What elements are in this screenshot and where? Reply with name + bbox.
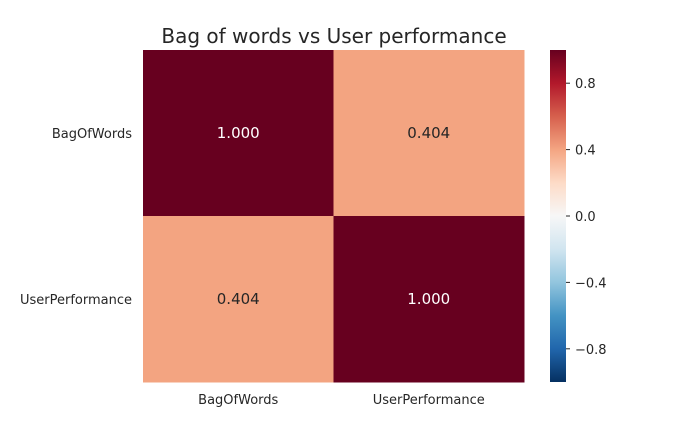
heatmap-cell <box>143 216 334 383</box>
y-tick-labels: BagOfWords UserPerformance <box>20 127 132 308</box>
colorbar-tick-label: 0.8 <box>575 77 596 92</box>
cell-annotation: 1.000 <box>217 124 260 142</box>
x-tick-labels: BagOfWords UserPerformance <box>198 393 485 408</box>
chart-title: Bag of words vs User performance <box>161 24 506 48</box>
colorbar-ticks: −0.8 −0.4 0.0 0.4 0.8 <box>566 77 607 358</box>
colorbar-tick-label: 0.0 <box>575 210 596 225</box>
cell-annotation: 0.404 <box>217 290 260 308</box>
colorbar: −0.8 −0.4 0.0 0.4 0.8 <box>550 50 607 382</box>
heatmap-cell <box>333 50 525 217</box>
colorbar-tick-label: 0.4 <box>575 144 596 159</box>
colorbar-tick-label: −0.4 <box>575 276 607 291</box>
y-tick-label: BagOfWords <box>52 127 132 142</box>
cell-annotation: 0.404 <box>407 124 450 142</box>
heatmap-cell <box>333 216 525 383</box>
colorbar-tick-label: −0.8 <box>575 343 607 358</box>
colorbar-gradient <box>550 50 566 382</box>
heatmap-cells: 1.000 0.404 0.404 1.000 <box>143 50 525 383</box>
cell-annotation: 1.000 <box>407 290 450 308</box>
x-tick-label: UserPerformance <box>373 393 485 408</box>
x-tick-label: BagOfWords <box>198 393 278 408</box>
y-tick-label: UserPerformance <box>20 293 132 308</box>
heatmap-cell <box>143 50 334 217</box>
